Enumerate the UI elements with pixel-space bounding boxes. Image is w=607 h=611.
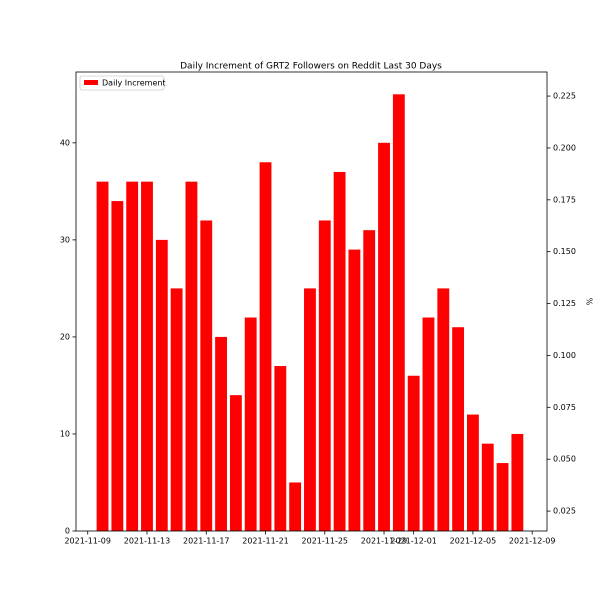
- y2-tick-label: 0.200: [553, 143, 576, 152]
- bar: [200, 220, 213, 531]
- bar: [511, 433, 524, 531]
- bar: [378, 142, 390, 531]
- bar: [452, 327, 465, 531]
- bar: [466, 414, 479, 531]
- x-tick-label: 2021-11-17: [183, 537, 230, 546]
- y2-axis-label: %: [585, 298, 594, 306]
- y-tick-label: 10: [60, 429, 70, 438]
- x-tick-label: 2021-12-01: [390, 537, 437, 546]
- y2-tick-label: 0.075: [553, 403, 576, 412]
- legend-frame: [79, 75, 165, 91]
- bar: [333, 171, 346, 532]
- x-tick-label: 2021-11-13: [124, 537, 171, 546]
- chart-title: Daily Increment of GRT2 Followers on Red…: [180, 62, 442, 72]
- bar: [363, 230, 376, 531]
- bar: [392, 94, 405, 531]
- bar: [185, 181, 198, 531]
- bar: [348, 249, 361, 532]
- y2-tick-label: 0.050: [553, 455, 576, 464]
- plot-frame: [75, 71, 548, 532]
- bar: [229, 395, 242, 531]
- x-tick-label: 2021-12-09: [509, 537, 556, 546]
- bar: [215, 336, 227, 531]
- x-tick-label: 2021-12-05: [450, 537, 497, 546]
- y2-tick-label: 0.150: [553, 247, 576, 256]
- legend-swatch: [84, 80, 98, 85]
- bar: [289, 482, 302, 531]
- y2-tick-label: 0.225: [553, 92, 576, 101]
- y-tick-label: 30: [60, 235, 70, 244]
- bar: [274, 366, 287, 531]
- bar: [155, 239, 168, 531]
- bar: [318, 220, 331, 531]
- y-tick-label: 20: [60, 332, 70, 341]
- x-tick-label: 2021-11-29: [361, 537, 408, 546]
- y2-tick-label: 0.125: [553, 299, 576, 308]
- bar: [481, 443, 494, 531]
- x-tick-label: 2021-11-25: [302, 537, 349, 546]
- y-tick-label: 0: [65, 527, 70, 536]
- x-tick-label: 2021-11-09: [64, 537, 111, 546]
- bar: [141, 181, 153, 531]
- bar: [422, 317, 435, 531]
- y2-tick-label: 0.100: [553, 351, 576, 360]
- bar: [496, 463, 509, 531]
- y2-tick-label: 0.175: [553, 195, 576, 204]
- x-tick-label: 2021-11-21: [242, 537, 289, 546]
- legend: Daily Increment: [79, 75, 166, 91]
- bar: [259, 162, 272, 531]
- bar: [244, 317, 257, 531]
- y-tick-label: 40: [60, 138, 70, 147]
- legend-label: Daily Increment: [102, 79, 166, 88]
- bar: [304, 288, 316, 531]
- bar: [126, 181, 139, 531]
- bar: [111, 201, 124, 532]
- bar: [407, 375, 420, 531]
- bar: [170, 288, 183, 531]
- y2-tick-label: 0.025: [553, 507, 576, 516]
- bar: [96, 181, 109, 531]
- bar: [437, 288, 450, 531]
